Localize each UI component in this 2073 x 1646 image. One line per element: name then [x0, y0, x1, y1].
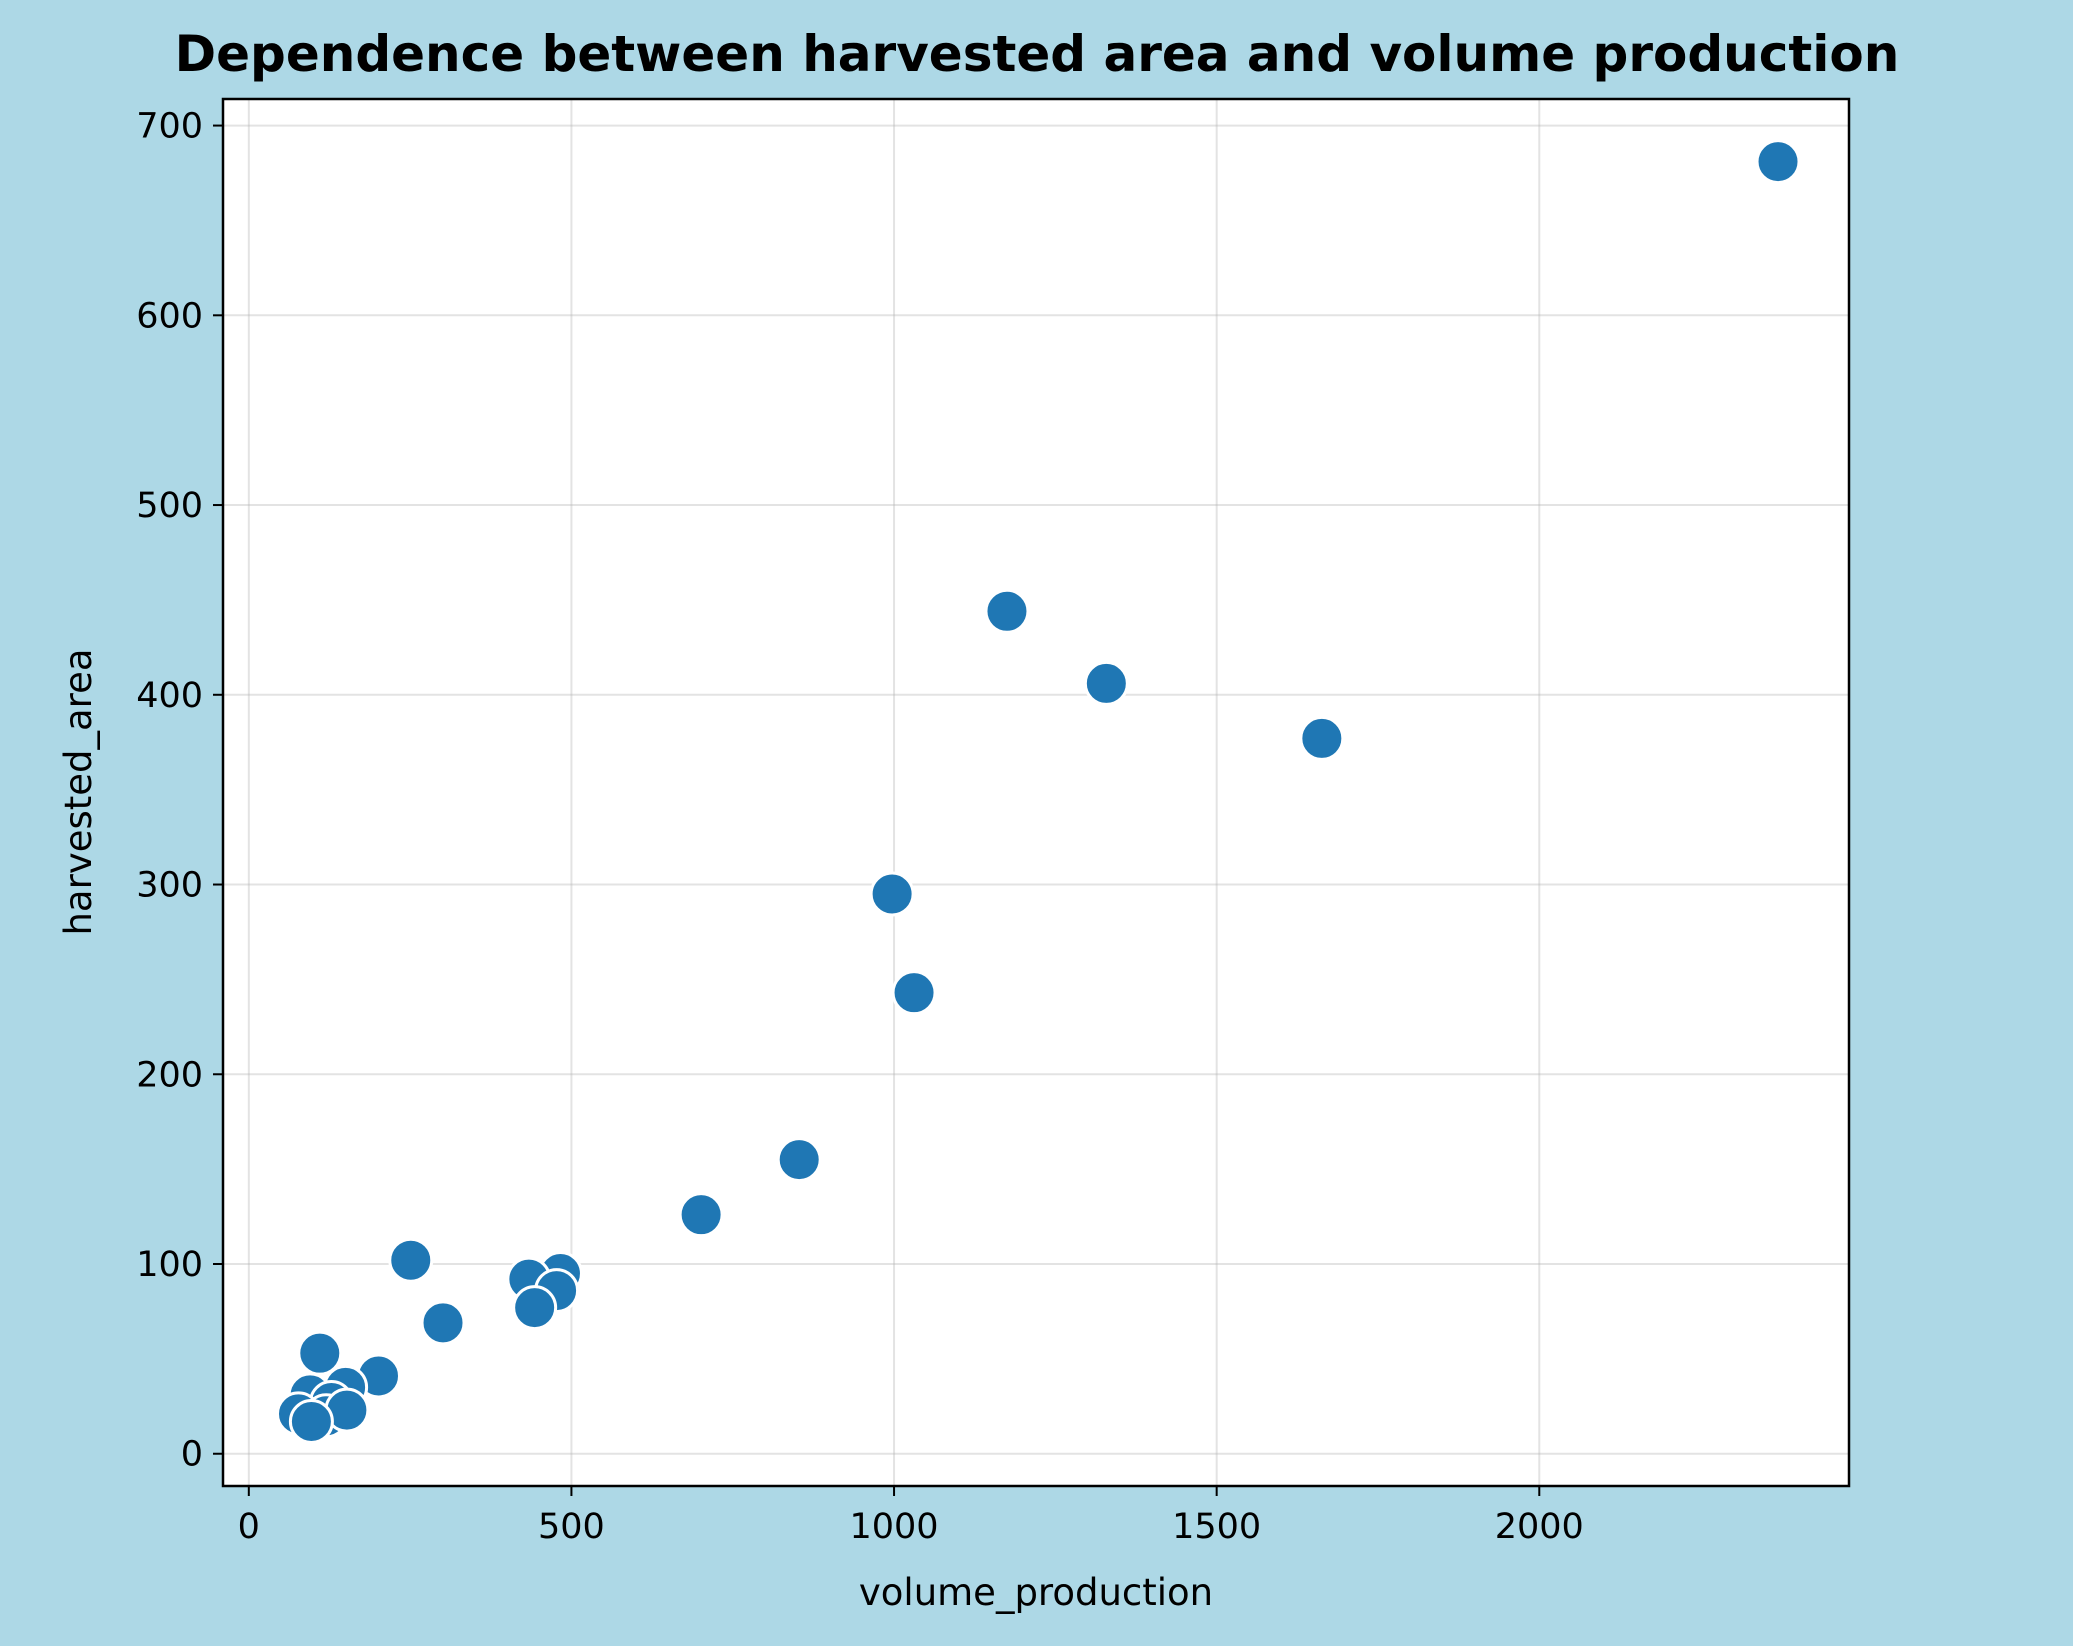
y-tick-label: 0 — [181, 1435, 203, 1475]
plot-frame — [221, 97, 1851, 1488]
y-axis-label: harvested_area — [57, 648, 100, 935]
y-tick-label: 100 — [136, 1245, 203, 1285]
data-point — [288, 1398, 334, 1444]
x-tick-label: 500 — [538, 1507, 605, 1547]
data-point — [1083, 660, 1129, 706]
x-tick-label: 1500 — [1172, 1507, 1261, 1547]
y-tick-label: 400 — [136, 676, 203, 716]
y-tick-label: 600 — [136, 296, 203, 336]
data-point — [869, 871, 915, 917]
data-points — [275, 139, 1801, 1444]
data-point — [678, 1192, 724, 1238]
data-point — [420, 1300, 466, 1346]
chart-title: Dependence between harvested area and vo… — [175, 25, 1900, 83]
y-tick-label: 700 — [136, 107, 203, 147]
x-tick-label: 2000 — [1495, 1507, 1584, 1547]
data-point — [297, 1330, 343, 1376]
x-tick-label: 0 — [238, 1507, 260, 1547]
x-tick-label: 1000 — [850, 1507, 939, 1547]
plot-area — [223, 99, 1849, 1486]
axis-ticks: 0 500 1000 1500 2000 0 100 200 300 400 500 600 700 — [136, 107, 1584, 1547]
y-tick-label: 500 — [136, 486, 203, 526]
data-point — [1299, 715, 1345, 761]
data-point — [388, 1237, 434, 1283]
grid-lines — [223, 99, 1849, 1486]
data-point — [776, 1137, 822, 1183]
x-axis-label: volume_production — [859, 1571, 1213, 1614]
data-point — [512, 1285, 558, 1331]
y-tick-label: 300 — [136, 866, 203, 906]
data-point — [891, 970, 937, 1016]
data-point — [1755, 139, 1801, 185]
data-point — [984, 588, 1030, 634]
y-tick-label: 200 — [136, 1055, 203, 1095]
